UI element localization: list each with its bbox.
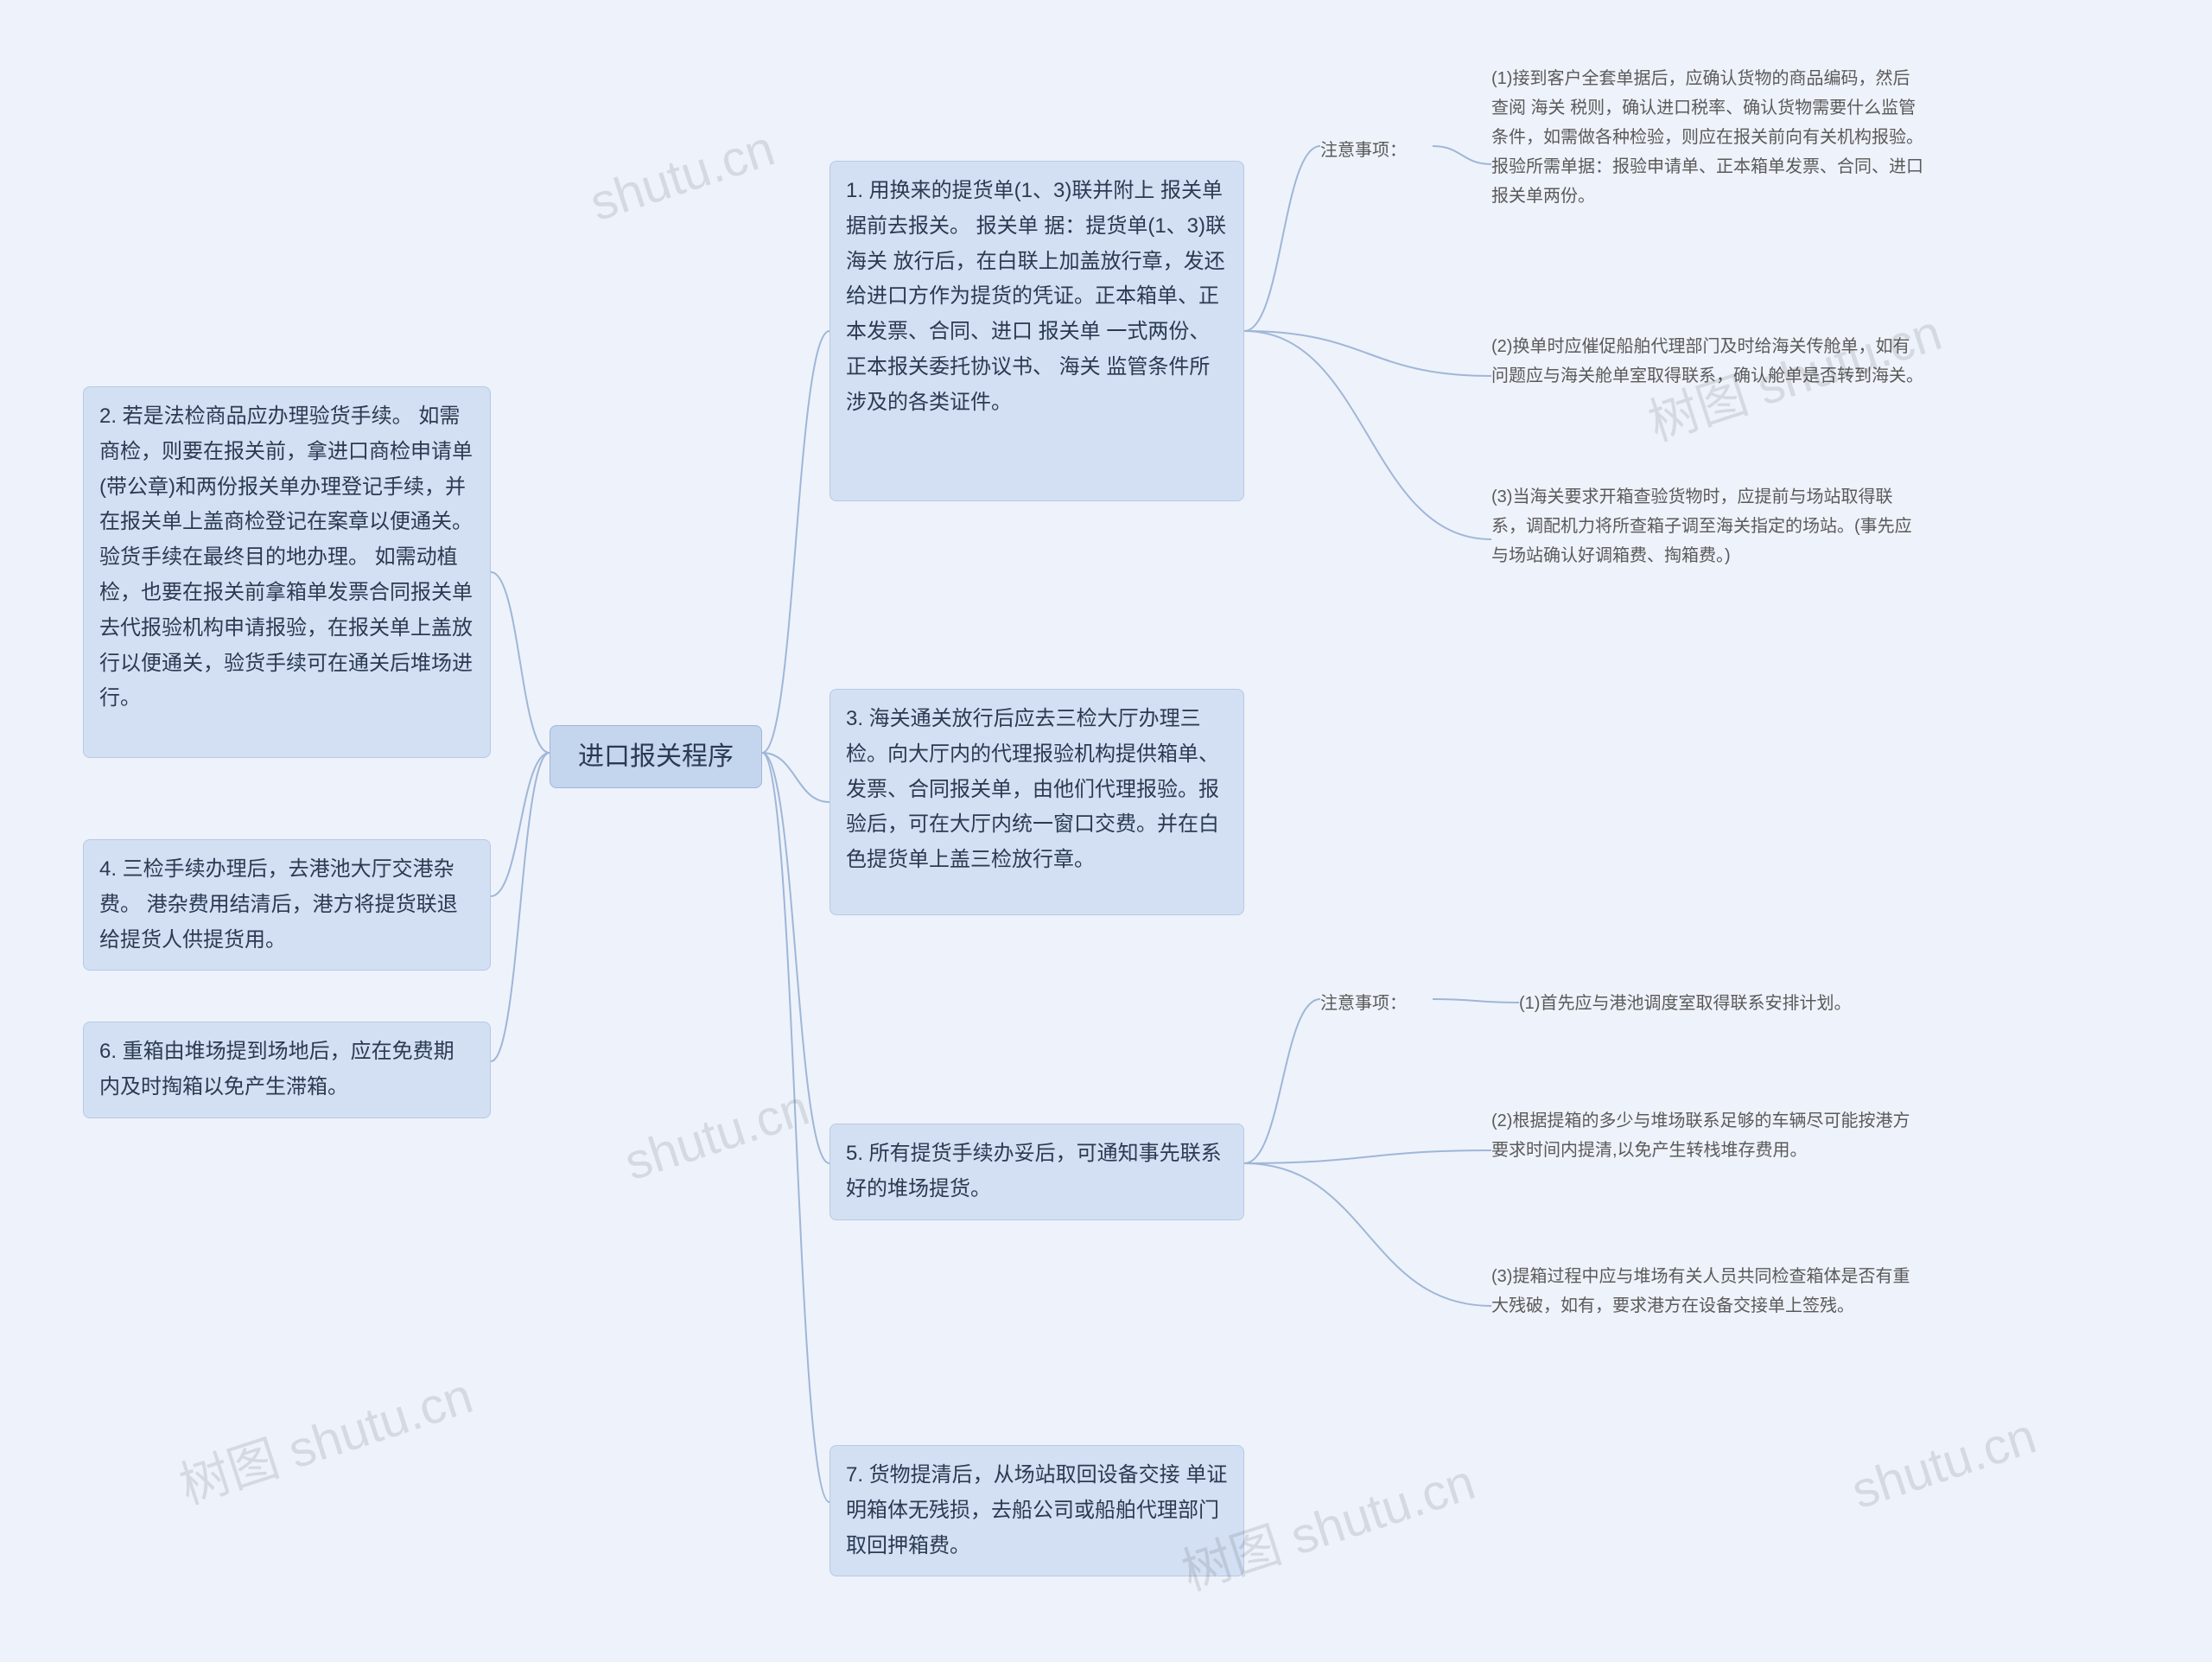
leaf-node: (3)当海关要求开箱查验货物时，应提前与场站取得联系，调配机力将所查箱子调至海关… [1491,479,1927,574]
level1-node: 4. 三检手续办理后，去港池大厅交港杂费。 港杂费用结清后，港方将提货联退给提货… [83,839,491,971]
watermark: shutu.cn [583,119,781,232]
note-label: 注意事项： [1320,985,1433,1022]
level1-node: 7. 货物提清后，从场站取回设备交接 单证 明箱体无残损，去船公司或船舶代理部门… [830,1445,1244,1576]
level1-node: 2. 若是法检商品应办理验货手续。 如需商检，则要在报关前，拿进口商检申请单(带… [83,386,491,758]
level1-node: 5. 所有提货手续办妥后，可通知事先联系好的堆场提货。 [830,1124,1244,1220]
level1-node: 3. 海关通关放行后应去三检大厅办理三检。向大厅内的代理报验机构提供箱单、发票、… [830,689,1244,915]
note-label: 注意事项： [1320,132,1433,169]
root-node: 进口报关程序 [550,725,762,788]
leaf-node: (1)首先应与港池调度室取得联系安排计划。 [1519,985,1927,1022]
leaf-node: (3)提箱过程中应与堆场有关人员共同检查箱体是否有重大残破，如有，要求港方在设备… [1491,1258,1927,1324]
watermark: shutu.cn [1845,1407,2043,1520]
leaf-node: (2)根据提箱的多少与堆场联系足够的车辆尽可能按港方要求时间内提清,以免产生转栈… [1491,1103,1927,1168]
mindmap-canvas: 进口报关程序 2. 若是法检商品应办理验货手续。 如需商检，则要在报关前，拿进口商… [0,0,2212,1662]
watermark: 树图 shutu.cn [169,1355,480,1518]
leaf-node: (1)接到客户全套单据后，应确认货物的商品编码，然后查阅 海关 税则，确认进口税… [1491,60,1927,214]
level1-node: 6. 重箱由堆场提到场地后，应在免费期内及时掏箱以免产生滞箱。 [83,1022,491,1118]
level1-node: 1. 用换来的提货单(1、3)联并附上 报关单 据前去报关。 报关单 据：提货单… [830,161,1244,501]
leaf-node: (2)换单时应催促船舶代理部门及时给海关传舱单，如有问题应与海关舱单室取得联系，… [1491,328,1927,394]
watermark: shutu.cn [618,1079,816,1192]
